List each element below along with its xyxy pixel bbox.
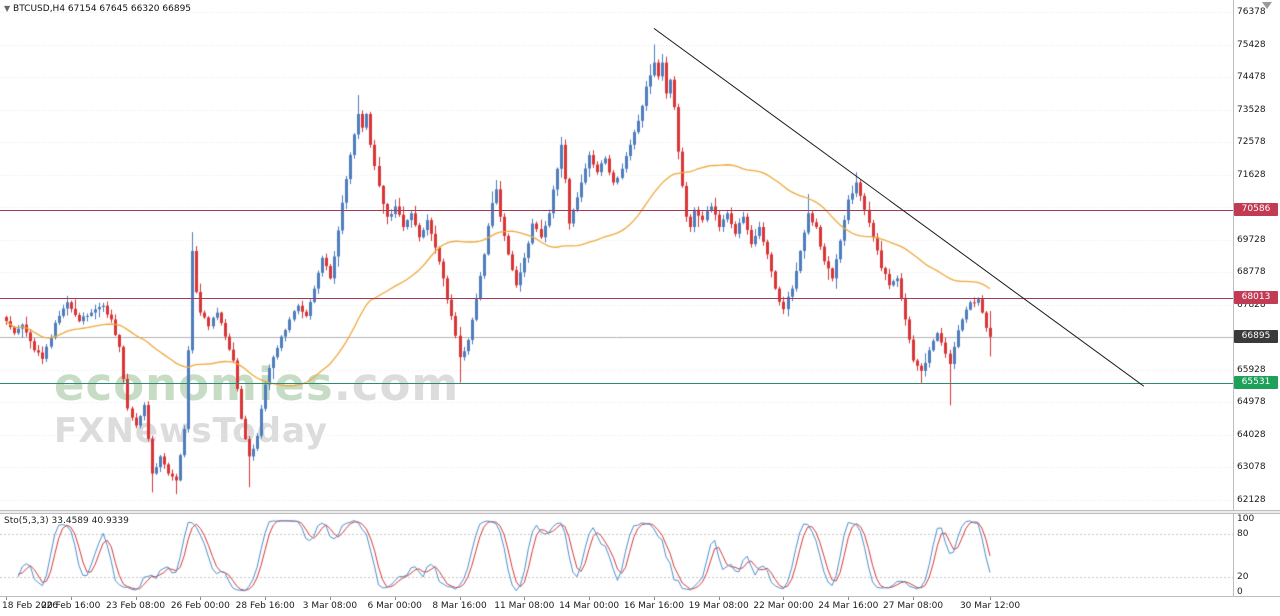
time-axis-label: 8 Mar 16:00 <box>432 601 487 611</box>
drawing-overlay <box>653 27 1145 387</box>
time-axis-label: 24 Mar 16:00 <box>818 601 879 611</box>
descending-trendline[interactable] <box>653 27 1145 387</box>
price-chart-canvas[interactable] <box>0 0 1233 510</box>
time-axis-label: 3 Mar 08:00 <box>302 601 358 611</box>
price-axis[interactable]: 76378 75428 74478 73528 72578 71628 69728 68778… <box>1233 0 1280 597</box>
price-axis-label: 74478 <box>1237 72 1266 83</box>
stoch-axis-label: 80 <box>1237 528 1249 539</box>
price-badge-65531: 65531 <box>1234 376 1278 390</box>
time-tick <box>460 597 461 600</box>
time-tick <box>200 597 201 600</box>
time-tick <box>654 597 655 600</box>
panel-divider[interactable] <box>0 510 1280 514</box>
stochastic-label: Sto(5,3,3) 33.4589 40.9339 <box>4 516 129 526</box>
time-axis-label: 19 Mar 08:00 <box>688 601 749 611</box>
price-badge-68013: 68013 <box>1234 291 1278 305</box>
stochastic-name: Sto(5,3,3) <box>4 516 49 526</box>
time-tick <box>71 597 72 600</box>
current-price-badge: 66895 <box>1234 329 1278 343</box>
stochastic-canvas[interactable] <box>0 514 1233 596</box>
time-axis-label: 18 Feb 2026 <box>2 601 59 611</box>
time-tick <box>719 597 720 600</box>
price-axis-border <box>1233 0 1234 597</box>
price-axis-label: 68778 <box>1237 267 1266 278</box>
stoch-axis-label: 0 <box>1237 587 1243 597</box>
scroll-marker-icon <box>1262 2 1272 9</box>
price-axis-label: 64028 <box>1237 429 1266 440</box>
price-axis-label: 64978 <box>1237 397 1266 408</box>
time-axis[interactable]: 18 Feb 2026 20 Feb 16:00 23 Feb 08:00 26 Fe… <box>0 597 1280 616</box>
time-axis-label: 22 Mar 00:00 <box>753 601 814 611</box>
time-tick <box>136 597 137 600</box>
time-axis-label: 6 Mar 00:00 <box>367 601 422 611</box>
price-axis-label: 63078 <box>1237 462 1266 473</box>
time-tick <box>990 597 991 600</box>
time-axis-label: 28 Feb 16:00 <box>235 601 295 611</box>
price-axis-label: 76378 <box>1237 7 1266 17</box>
stoch-axis-label: 100 <box>1237 514 1255 524</box>
level-line-68013[interactable] <box>0 298 1233 299</box>
time-axis-label: 27 Mar 08:00 <box>883 601 944 611</box>
time-axis-label: 16 Mar 16:00 <box>623 601 684 611</box>
symbol-dropdown-icon[interactable]: ▼ <box>4 4 11 13</box>
stochastic-values: 33.4589 40.9339 <box>51 516 129 526</box>
time-axis-label: 14 Mar 00:00 <box>559 601 620 611</box>
symbol-name: BTCUSD,H4 <box>13 4 66 14</box>
time-axis-label: 11 Mar 08:00 <box>494 601 555 611</box>
time-tick <box>848 597 849 600</box>
time-tick <box>6 597 7 600</box>
time-axis-label: 23 Feb 08:00 <box>106 601 166 611</box>
time-axis-label: 30 Mar 12:00 <box>959 601 1021 611</box>
time-axis-label: 26 Feb 00:00 <box>170 601 230 611</box>
price-axis-label: 71628 <box>1237 169 1266 180</box>
symbol-ohlc-label: ▼ BTCUSD,H4 67154 67645 66320 66895 <box>4 4 191 14</box>
price-axis-label: 62128 <box>1237 495 1266 505</box>
price-axis-label: 69728 <box>1237 234 1266 245</box>
price-axis-label: 75428 <box>1237 39 1266 50</box>
time-tick <box>913 597 914 600</box>
price-badge-70586: 70586 <box>1234 203 1278 217</box>
time-tick <box>395 597 396 600</box>
time-tick <box>783 597 784 600</box>
time-tick <box>330 597 331 600</box>
time-tick <box>265 597 266 600</box>
price-axis-label: 65928 <box>1237 364 1266 375</box>
price-axis-label: 67828 <box>1237 299 1266 310</box>
time-axis-label: 20 Feb 16:00 <box>41 601 101 611</box>
price-axis-label: 72578 <box>1237 137 1266 148</box>
time-axis-divider <box>0 596 1280 597</box>
time-tick <box>589 597 590 600</box>
level-line-70586[interactable] <box>0 210 1233 211</box>
price-axis-label: 73528 <box>1237 104 1266 115</box>
ohlc-values: 67154 67645 66320 66895 <box>67 4 192 14</box>
level-line-65531[interactable] <box>0 383 1233 384</box>
time-tick <box>524 597 525 600</box>
stoch-axis-label: 20 <box>1237 572 1249 583</box>
